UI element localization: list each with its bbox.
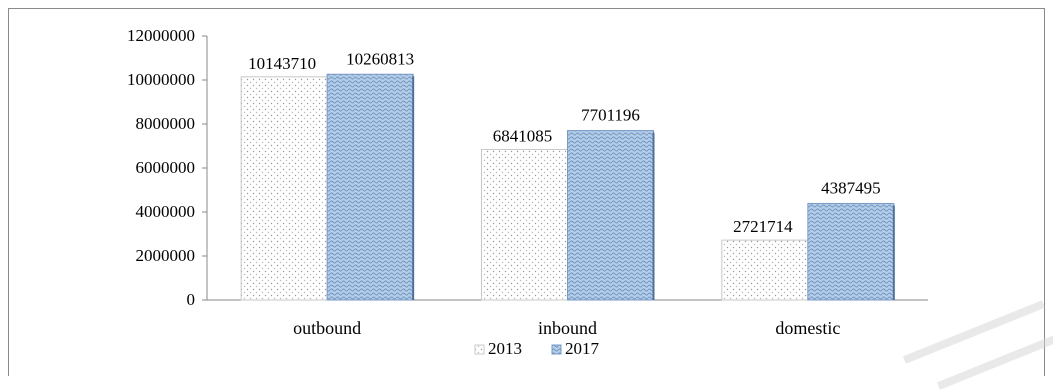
- bar-inbound-2013: [481, 148, 568, 301]
- y-tick-label: 6000000: [136, 158, 196, 177]
- data-label: 7701196: [581, 106, 640, 125]
- data-label: 6841085: [493, 126, 553, 145]
- y-tick-label: 2000000: [136, 246, 196, 265]
- bar-outbound-2017: [326, 73, 414, 301]
- data-label: 10260813: [346, 49, 414, 68]
- y-tick-label: 12000000: [127, 26, 195, 45]
- legend-swatch-2017: [551, 344, 562, 355]
- bar-chart: 0 2000000 4000000 6000000 8000000 10000000 120…: [127, 26, 928, 358]
- data-label: 4387495: [821, 178, 881, 197]
- y-tick-label: 10000000: [127, 70, 195, 89]
- x-axis-categories: outbound inbound domestic: [293, 318, 840, 338]
- legend: 2013 2017: [474, 339, 600, 358]
- x-category-label: inbound: [538, 318, 597, 338]
- y-tick-label: 4000000: [136, 202, 196, 221]
- bar-domestic-2017: [807, 202, 895, 301]
- legend-swatch-2013: [474, 344, 485, 355]
- legend-label: 2017: [565, 339, 600, 358]
- x-category-label: outbound: [293, 318, 361, 338]
- bar-inbound-2017: [567, 130, 654, 301]
- data-labels: 10143710 10260813 6841085 7701196 2721714 438…: [248, 49, 880, 236]
- legend-label: 2013: [488, 339, 522, 358]
- y-axis-ticks: 0 2000000 4000000 6000000 8000000 10000000 120…: [127, 26, 207, 309]
- bar-domestic-2013: [721, 239, 809, 301]
- x-category-label: domestic: [775, 318, 840, 338]
- bar-outbound-2013: [240, 76, 328, 301]
- y-tick-label: 0: [187, 290, 196, 309]
- y-tick-label: 8000000: [136, 114, 196, 133]
- bars: [240, 73, 895, 301]
- chart-frame: [8, 8, 1045, 376]
- data-label: 2721714: [733, 217, 793, 236]
- data-label: 10143710: [248, 54, 316, 73]
